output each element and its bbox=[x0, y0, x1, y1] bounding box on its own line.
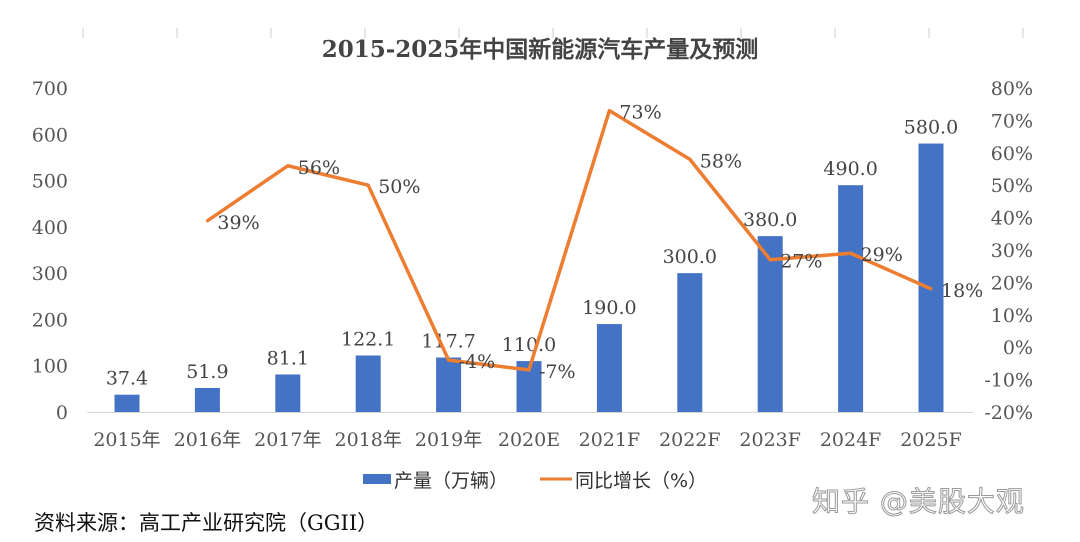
line-data-label: 27% bbox=[780, 251, 822, 273]
bar-data-label: 122.1 bbox=[341, 328, 395, 350]
line-data-label: 56% bbox=[298, 157, 340, 179]
legend: 产量（万辆） 同比增长（%） bbox=[363, 470, 707, 492]
legend-swatch-bar bbox=[363, 474, 391, 484]
right-axis: -20% -10% 0% 10% 20% 30% 40% 50% 60% 70% 80% bbox=[984, 78, 1033, 424]
left-tick-label: 700 bbox=[32, 78, 68, 100]
x-tick-label: 2025F bbox=[900, 429, 962, 451]
x-tick-label: 2018年 bbox=[335, 429, 402, 451]
line-data-label: -7% bbox=[539, 361, 576, 383]
line-point bbox=[286, 164, 290, 168]
left-tick-label: 600 bbox=[32, 124, 68, 146]
bar-data-label: 580.0 bbox=[904, 117, 958, 139]
right-tick-label: 10% bbox=[991, 305, 1033, 327]
top-ruler-ticks bbox=[82, 28, 1024, 38]
bar bbox=[838, 185, 864, 412]
bar-data-label: 490.0 bbox=[823, 158, 877, 180]
right-tick-label: -20% bbox=[984, 402, 1033, 424]
bar bbox=[757, 236, 783, 412]
right-tick-label: 20% bbox=[991, 272, 1033, 294]
line-point bbox=[929, 287, 933, 291]
bar-data-label: 117.7 bbox=[421, 331, 475, 353]
bar bbox=[194, 387, 220, 412]
x-tick-label: 2023F bbox=[739, 429, 801, 451]
x-tick-label: 2019年 bbox=[415, 429, 482, 451]
left-tick-label: 0 bbox=[56, 402, 68, 424]
right-tick-label: -10% bbox=[984, 370, 1033, 392]
right-tick-label: 0% bbox=[1003, 337, 1033, 359]
source-note: 资料来源：高工产业研究院（GGII） bbox=[34, 511, 379, 535]
x-tick-label: 2016年 bbox=[174, 429, 241, 451]
bar-data-label: 81.1 bbox=[267, 347, 309, 369]
line-series: 39% 56% 50% -4% -7% 73% 58% 27% 29% 18% bbox=[205, 102, 983, 383]
left-tick-label: 200 bbox=[32, 309, 68, 331]
bar bbox=[436, 357, 462, 412]
line-point bbox=[366, 183, 370, 187]
left-tick-label: 400 bbox=[32, 217, 68, 239]
right-tick-label: 70% bbox=[991, 110, 1033, 132]
left-tick-label: 500 bbox=[32, 171, 68, 193]
bar-data-label: 110.0 bbox=[502, 334, 556, 356]
left-tick-label: 100 bbox=[32, 356, 68, 378]
x-tick-label: 2015年 bbox=[93, 429, 160, 451]
line-point bbox=[527, 368, 531, 372]
x-axis-labels: 2015年 2016年 2017年 2018年 2019年 2020E 2021F 2022F… bbox=[93, 429, 961, 451]
bar-data-label: 190.0 bbox=[582, 297, 636, 319]
right-tick-label: 80% bbox=[991, 78, 1033, 100]
line-data-label: 29% bbox=[861, 244, 903, 266]
line-data-label: 73% bbox=[619, 102, 661, 124]
line-data-label: -4% bbox=[459, 351, 496, 373]
line-point bbox=[447, 358, 451, 362]
legend-label-bar: 产量（万辆） bbox=[394, 470, 508, 492]
left-tick-label: 300 bbox=[32, 263, 68, 285]
line-point bbox=[849, 251, 853, 255]
bar-data-label: 380.0 bbox=[743, 209, 797, 231]
growth-line bbox=[206, 108, 932, 372]
bar-data-label: 51.9 bbox=[186, 361, 228, 383]
line-data-label: 39% bbox=[217, 212, 259, 234]
right-tick-label: 30% bbox=[991, 240, 1033, 262]
right-tick-label: 50% bbox=[991, 175, 1033, 197]
bar bbox=[677, 273, 703, 412]
right-tick-label: 60% bbox=[991, 143, 1033, 165]
bar-data-label: 300.0 bbox=[663, 246, 717, 268]
chart-title: 2015-2025年中国新能源汽车产量及预测 bbox=[322, 36, 759, 63]
line-point bbox=[768, 258, 772, 262]
bar bbox=[275, 374, 301, 412]
x-tick-label: 2017年 bbox=[254, 429, 321, 451]
line-data-label: 50% bbox=[378, 176, 420, 198]
bar bbox=[918, 143, 944, 413]
watermark: 知乎 @美股大观 bbox=[812, 485, 1025, 519]
legend-label-line: 同比增长（%） bbox=[575, 470, 707, 492]
x-tick-label: 2021F bbox=[579, 429, 641, 451]
line-point bbox=[205, 219, 209, 223]
x-tick-label: 2022F bbox=[659, 429, 721, 451]
bar bbox=[596, 324, 622, 412]
left-axis: 0 100 200 300 400 500 600 700 bbox=[32, 78, 68, 424]
line-data-label: 18% bbox=[941, 280, 983, 302]
line-point bbox=[607, 109, 611, 113]
line-data-label: 58% bbox=[700, 150, 742, 172]
line-point bbox=[688, 157, 692, 161]
x-tick-label: 2024F bbox=[820, 429, 882, 451]
bar bbox=[114, 394, 140, 412]
right-tick-label: 40% bbox=[991, 208, 1033, 230]
bar-data-label: 37.4 bbox=[106, 368, 148, 390]
bar-series: 37.4 51.9 81.1 122.1 117.7 110.0 190.0 300.0 380… bbox=[106, 117, 958, 413]
bar bbox=[355, 355, 381, 412]
x-tick-label: 2020E bbox=[498, 429, 560, 451]
